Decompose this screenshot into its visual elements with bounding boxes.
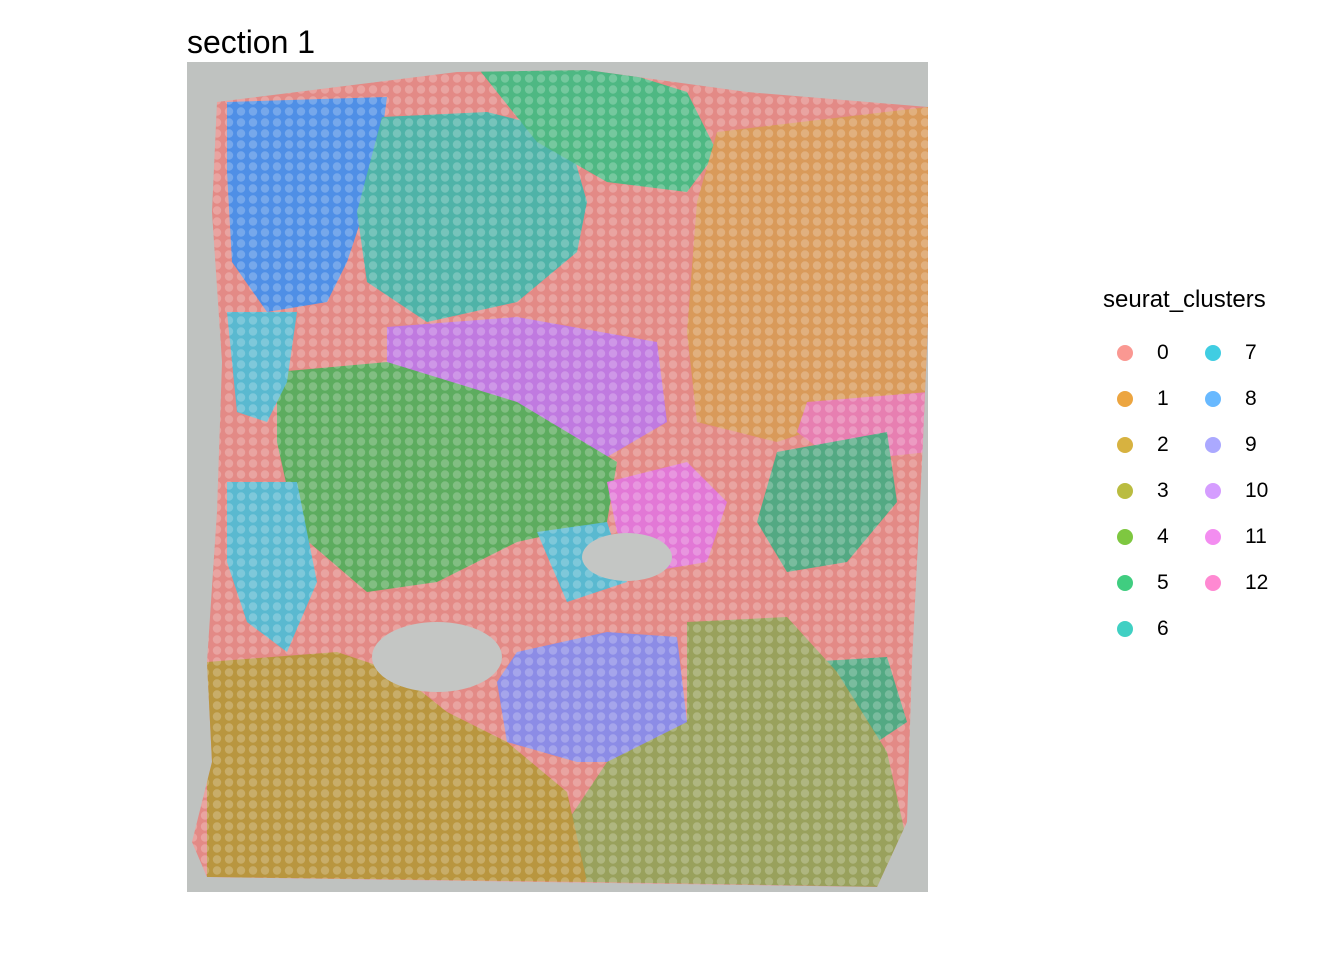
- legend-item: 2: [1117, 433, 1169, 457]
- legend-label: 5: [1157, 571, 1169, 594]
- legend-item: 9: [1205, 433, 1257, 457]
- legend-label: 9: [1245, 433, 1257, 456]
- legend-key-dot: [1117, 391, 1133, 407]
- legend-title: seurat_clusters: [1103, 286, 1266, 313]
- spot-texture: [192, 70, 928, 887]
- legend-key-dot: [1205, 575, 1221, 591]
- legend-item: 8: [1205, 387, 1257, 411]
- plot-title: section 1: [187, 24, 316, 60]
- legend-item: 3: [1117, 479, 1169, 503]
- legend-label: 1: [1157, 387, 1169, 410]
- legend-label: 6: [1157, 617, 1169, 640]
- legend-item: 6: [1117, 617, 1169, 641]
- legend-key-dot: [1205, 529, 1221, 545]
- legend-label: 8: [1245, 387, 1257, 410]
- cluster-regions: [192, 70, 928, 887]
- legend-item: 10: [1205, 479, 1268, 503]
- legend-label: 7: [1245, 341, 1257, 364]
- legend-label: 0: [1157, 341, 1169, 364]
- tissue-hole-left: [372, 622, 502, 692]
- legend-item: 5: [1117, 571, 1169, 595]
- legend-items: 0 1 2 3 4 5 6 7: [1117, 341, 1317, 661]
- legend-key-dot: [1117, 345, 1133, 361]
- legend-label: 10: [1245, 479, 1269, 502]
- legend-label: 4: [1157, 525, 1169, 548]
- tissue-image-panel: [187, 62, 928, 892]
- legend-key-dot: [1117, 575, 1133, 591]
- legend-key-dot: [1205, 391, 1221, 407]
- legend-label: 11: [1245, 525, 1267, 548]
- legend-key-dot: [1205, 345, 1221, 361]
- tissue-hole-center: [582, 533, 672, 581]
- legend-label: 2: [1157, 433, 1169, 456]
- legend-key-dot: [1117, 483, 1133, 499]
- legend-label: 12: [1245, 571, 1269, 594]
- legend-item: 4: [1117, 525, 1169, 549]
- legend: seurat_clusters 0 1 2 3 4 5 6: [1103, 286, 1268, 640]
- legend-key-dot: [1117, 529, 1133, 545]
- legend-item: 11: [1205, 525, 1267, 549]
- legend-item: 7: [1205, 341, 1257, 365]
- legend-item: 1: [1117, 387, 1169, 411]
- legend-key-dot: [1117, 621, 1133, 637]
- legend-item: 12: [1205, 571, 1268, 595]
- legend-key-dot: [1117, 437, 1133, 453]
- legend-key-dot: [1205, 437, 1221, 453]
- legend-key-dot: [1205, 483, 1221, 499]
- legend-label: 3: [1157, 479, 1169, 502]
- legend-item: 0: [1117, 341, 1169, 365]
